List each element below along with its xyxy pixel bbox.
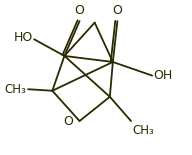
Text: O: O <box>113 4 122 17</box>
Text: OH: OH <box>154 69 173 82</box>
Text: HO: HO <box>13 31 33 44</box>
Text: O: O <box>64 115 74 128</box>
Text: CH₃: CH₃ <box>132 124 154 137</box>
Text: O: O <box>75 4 84 17</box>
Text: CH₃: CH₃ <box>5 83 26 96</box>
